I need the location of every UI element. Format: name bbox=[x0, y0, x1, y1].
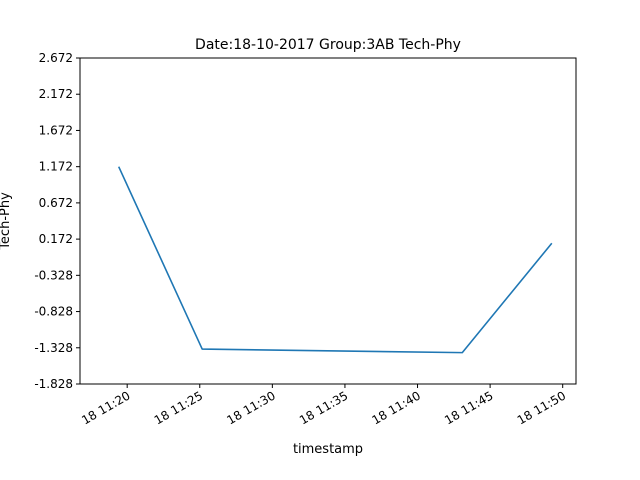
y-tick-label: 0.672 bbox=[39, 196, 73, 210]
x-tick-label: 18 11:30 bbox=[224, 388, 277, 427]
chart-title: Date:18-10-2017 Group:3AB Tech-Phy bbox=[195, 37, 461, 53]
y-axis-ticks: 2.672 2.172 1.672 1.172 0.672 0.172 -0.328 -0.8… bbox=[34, 51, 80, 391]
plot-background bbox=[80, 58, 576, 384]
x-tick-label: 18 11:20 bbox=[79, 388, 132, 427]
y-tick-label: -1.828 bbox=[34, 377, 73, 391]
x-axis-ticks: 18 11:20 18 11:25 18 11:30 18 11:35 18 11:40… bbox=[79, 384, 568, 427]
x-tick-label: 18 11:40 bbox=[370, 388, 423, 427]
y-tick-label: 0.172 bbox=[39, 232, 73, 246]
y-tick-label: -0.828 bbox=[34, 305, 73, 319]
x-tick-label: 18 11:35 bbox=[297, 388, 350, 427]
y-tick-label: -1.328 bbox=[34, 341, 73, 355]
x-tick-label: 18 11:25 bbox=[152, 388, 205, 427]
series-line bbox=[117, 166, 553, 354]
x-axis-label: timestamp bbox=[293, 442, 363, 457]
x-tick-label: 18 11:50 bbox=[515, 388, 568, 427]
y-tick-label: -0.328 bbox=[34, 268, 73, 282]
x-tick-label: 18 11:45 bbox=[442, 388, 495, 427]
y-tick-label: 1.672 bbox=[39, 123, 73, 137]
series-layer bbox=[117, 166, 553, 354]
y-tick-label: 1.172 bbox=[39, 160, 73, 174]
y-tick-label: 2.172 bbox=[39, 87, 73, 101]
plot-frame bbox=[79, 57, 577, 385]
y-axis-label: Tech-Phy bbox=[0, 192, 13, 251]
y-tick-label: 2.672 bbox=[39, 51, 73, 65]
